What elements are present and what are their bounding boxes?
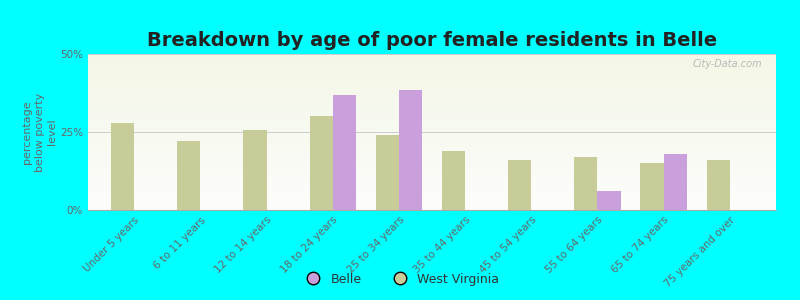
Bar bbox=[243, 130, 266, 210]
Bar bbox=[640, 163, 663, 210]
Bar bbox=[574, 157, 598, 210]
Bar bbox=[399, 90, 422, 210]
Legend: Belle, West Virginia: Belle, West Virginia bbox=[296, 268, 504, 291]
Bar bbox=[598, 191, 621, 210]
Bar bbox=[442, 151, 465, 210]
Bar bbox=[706, 160, 730, 210]
Bar bbox=[111, 123, 134, 210]
Text: City-Data.com: City-Data.com bbox=[693, 59, 762, 69]
Bar bbox=[333, 94, 356, 210]
Y-axis label: percentage
below poverty
level: percentage below poverty level bbox=[22, 92, 58, 172]
Bar bbox=[376, 135, 399, 210]
Bar bbox=[663, 154, 686, 210]
Bar bbox=[508, 160, 531, 210]
Bar bbox=[178, 141, 201, 210]
Title: Breakdown by age of poor female residents in Belle: Breakdown by age of poor female resident… bbox=[147, 31, 717, 50]
Bar bbox=[310, 116, 333, 210]
